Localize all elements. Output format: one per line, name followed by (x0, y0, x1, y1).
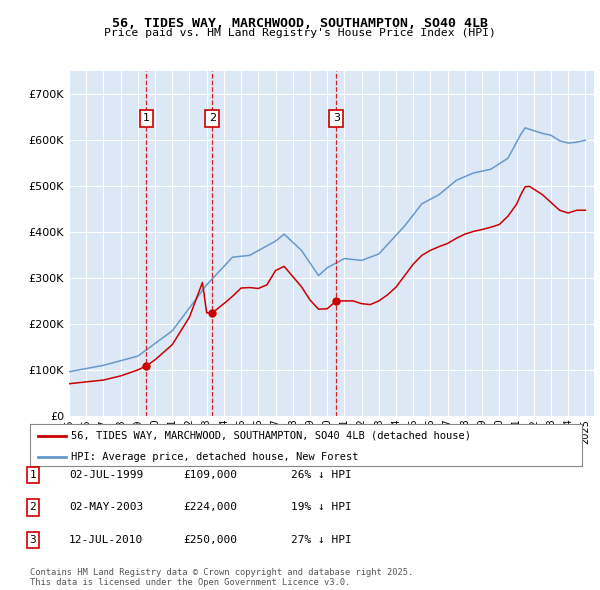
Text: 56, TIDES WAY, MARCHWOOD, SOUTHAMPTON, SO40 4LB: 56, TIDES WAY, MARCHWOOD, SOUTHAMPTON, S… (112, 17, 488, 30)
Text: £250,000: £250,000 (183, 535, 237, 545)
Text: 12-JUL-2010: 12-JUL-2010 (69, 535, 143, 545)
Text: 26% ↓ HPI: 26% ↓ HPI (291, 470, 352, 480)
Text: 2: 2 (29, 503, 37, 512)
Text: 02-MAY-2003: 02-MAY-2003 (69, 503, 143, 512)
Text: 1: 1 (143, 113, 150, 123)
Text: 56, TIDES WAY, MARCHWOOD, SOUTHAMPTON, SO40 4LB (detached house): 56, TIDES WAY, MARCHWOOD, SOUTHAMPTON, S… (71, 431, 472, 441)
Text: Price paid vs. HM Land Registry's House Price Index (HPI): Price paid vs. HM Land Registry's House … (104, 28, 496, 38)
Text: Contains HM Land Registry data © Crown copyright and database right 2025.
This d: Contains HM Land Registry data © Crown c… (30, 568, 413, 587)
Text: 19% ↓ HPI: 19% ↓ HPI (291, 503, 352, 512)
Text: 27% ↓ HPI: 27% ↓ HPI (291, 535, 352, 545)
Text: 3: 3 (29, 535, 37, 545)
Text: HPI: Average price, detached house, New Forest: HPI: Average price, detached house, New … (71, 452, 359, 462)
Text: £109,000: £109,000 (183, 470, 237, 480)
Text: 02-JUL-1999: 02-JUL-1999 (69, 470, 143, 480)
Text: £224,000: £224,000 (183, 503, 237, 512)
Text: 2: 2 (209, 113, 216, 123)
Text: 1: 1 (29, 470, 37, 480)
Text: 3: 3 (333, 113, 340, 123)
